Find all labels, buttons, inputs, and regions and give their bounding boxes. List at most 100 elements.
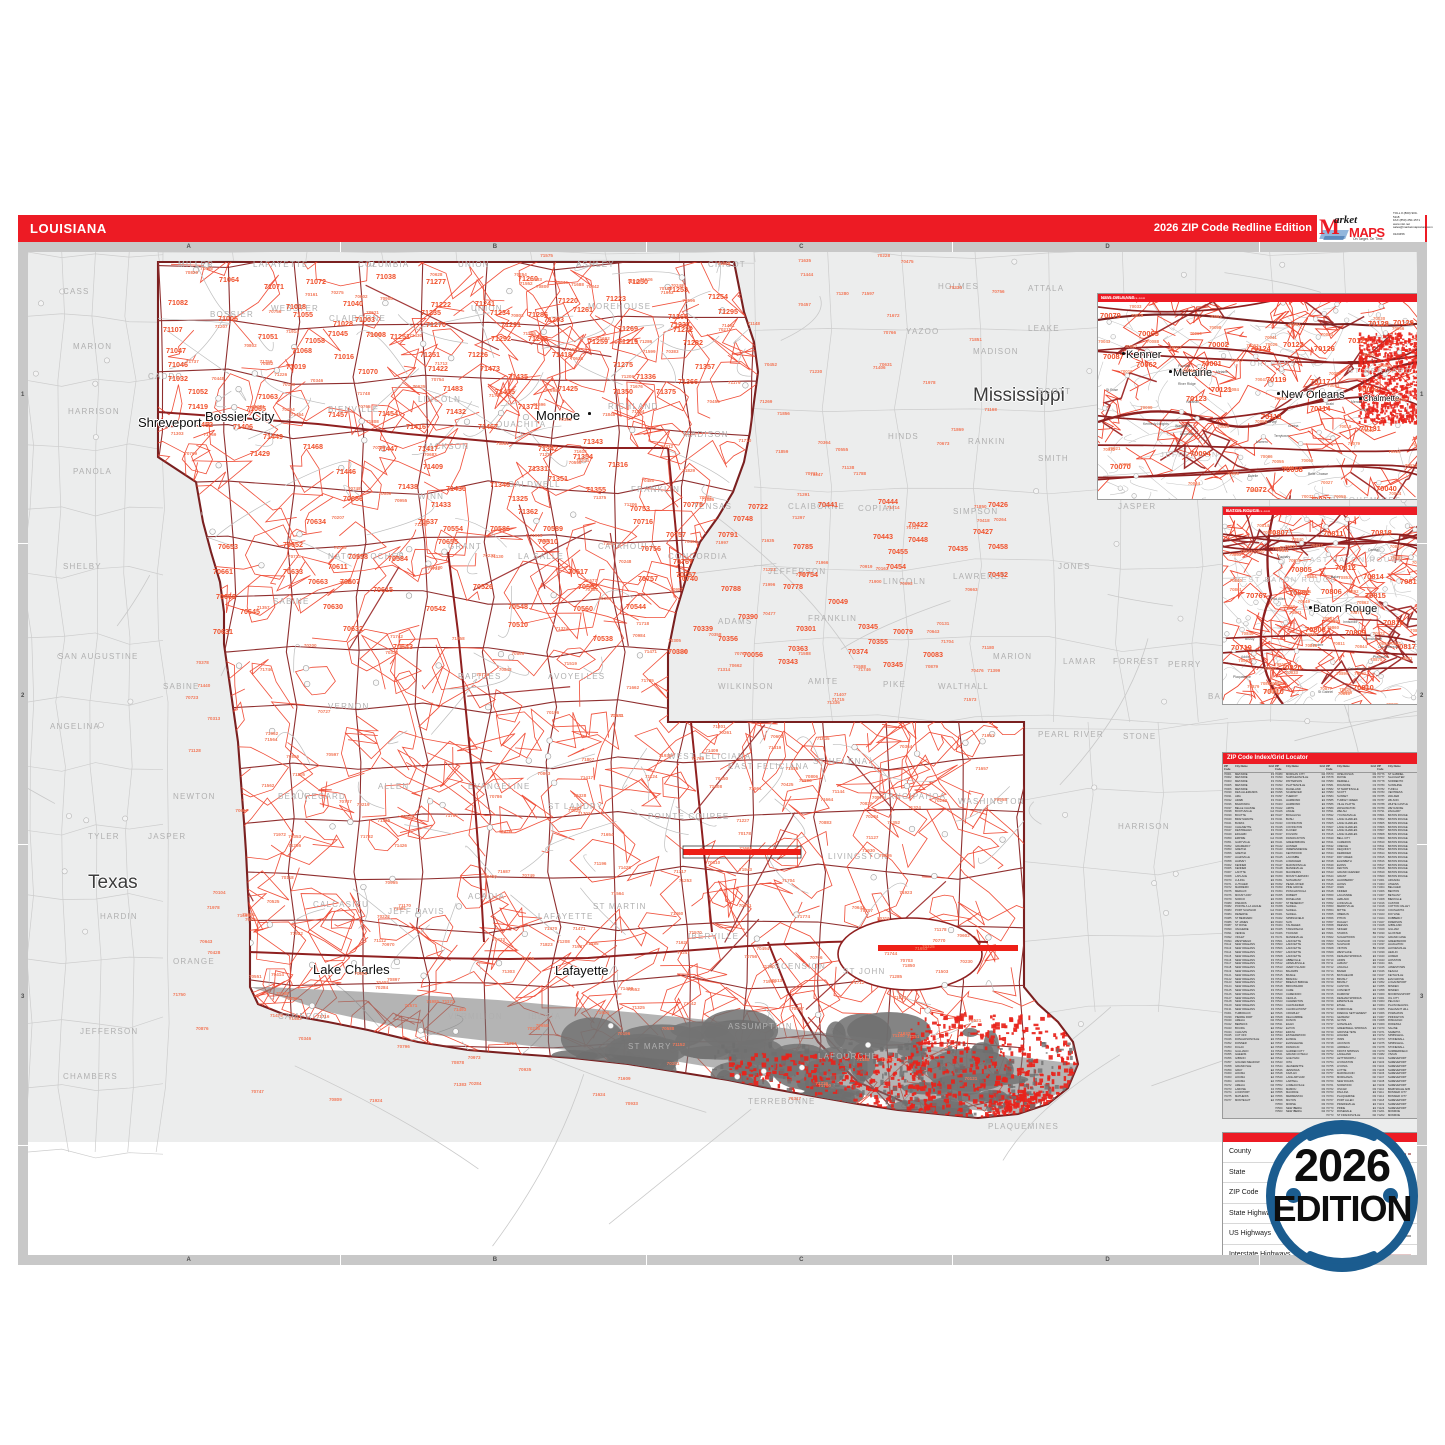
- index-panel-body[interactable]: ZIP Code City Name Grid 70001 METAIRIE F3 7000…: [1223, 764, 1417, 1118]
- index-row[interactable]: 70340 AMELIA D4: [1224, 1019, 1274, 1023]
- index-row[interactable]: 71078STONEWALLA2: [1377, 1046, 1417, 1050]
- index-row[interactable]: 70759 MORGANZA D2: [1326, 1076, 1376, 1080]
- index-row[interactable]: 70355 GHEENS E4: [1224, 1053, 1274, 1057]
- index-row[interactable]: 70433 COVINGTON F3: [1275, 822, 1325, 826]
- index-row[interactable]: 71004BELCHERA1: [1377, 886, 1417, 890]
- index-row[interactable]: 70640 FENTON C3: [1326, 867, 1376, 871]
- index-row[interactable]: 70762 OSCAR D3: [1326, 1088, 1376, 1092]
- index-row[interactable]: 71108SHREVEPORTA2: [1377, 1080, 1417, 1084]
- index-row[interactable]: 70053 GRETNA F3: [1224, 848, 1274, 852]
- index-row[interactable]: 70422 AMITE E2: [1275, 807, 1325, 811]
- index-row[interactable]: 70084 RESERVE E3: [1224, 913, 1274, 917]
- inset-map-new-orleans[interactable]: NEW ORLEANS www.marketmapsstore.com ORLE…: [1097, 293, 1417, 500]
- index-row[interactable]: 70451 NATALBANY E3: [1275, 879, 1325, 883]
- index-row[interactable]: 70532 ELTON C3: [1275, 1027, 1325, 1031]
- index-row[interactable]: 70720 BRUSLY E3: [1326, 981, 1376, 985]
- index-row[interactable]: 70037 BELLE CHASSE F3: [1224, 807, 1274, 811]
- index-row[interactable]: 70091 VENICE G4: [1224, 932, 1274, 936]
- index-row[interactable]: 70128 NEW ORLEANS F3: [1224, 1000, 1274, 1004]
- index-row[interactable]: 71073STONEWALLA2: [1377, 1038, 1417, 1042]
- index-row[interactable]: 70393 PLATTENVILLE E3: [1275, 784, 1325, 788]
- index-row[interactable]: 70638 ELIZABETH C3: [1326, 860, 1376, 864]
- index-row[interactable]: 70652 LONGVILLE C2: [1326, 902, 1376, 906]
- index-row[interactable]: 70463 SUN F2: [1275, 921, 1325, 925]
- index-row[interactable]: 70789WEYANOKED2: [1377, 807, 1417, 811]
- index-row[interactable]: 70050 EMPIRE G4: [1224, 837, 1274, 841]
- index-row[interactable]: 71006BENTONA1: [1377, 890, 1417, 894]
- index-row[interactable]: 71070SALINEB2: [1377, 1027, 1417, 1031]
- index-row[interactable]: 70065 KENNER F3: [1224, 867, 1274, 871]
- index-row[interactable]: 70563 NEW IBERIA D4: [1275, 1110, 1325, 1114]
- index-row[interactable]: 70552 LOREAUVILLE D3: [1275, 1084, 1325, 1088]
- index-row[interactable]: 70435 COVINGTON F3: [1275, 826, 1325, 830]
- index-row[interactable]: 70083 PORT SULPHUR G4: [1224, 909, 1274, 913]
- index-row[interactable]: 70525 CHURCH POINT D3: [1275, 1008, 1325, 1012]
- index-row[interactable]: 70523 CHARENTON D4: [1275, 1000, 1325, 1004]
- index-row[interactable]: 70342 BERWICK D4: [1224, 1023, 1274, 1027]
- index-row[interactable]: 70756 LOTTIE D3: [1326, 1069, 1376, 1073]
- index-row[interactable]: 70578 RAYNE D3: [1326, 776, 1376, 780]
- index-row[interactable]: 71106SHREVEPORTA2: [1377, 1072, 1417, 1076]
- index-row[interactable]: 70085 ST BERNARD F3: [1224, 917, 1274, 921]
- index-row[interactable]: 70611 LAKE CHARLES C3: [1326, 829, 1376, 833]
- index-row[interactable]: 70607 LAKE CHARLES C3: [1326, 826, 1376, 830]
- index-row[interactable]: 70116 NEW ORLEANS F3: [1224, 959, 1274, 963]
- index-row[interactable]: 70785WALKERE3: [1377, 795, 1417, 799]
- index-row[interactable]: 70734 GEISMAR E3: [1326, 1016, 1376, 1020]
- index-row[interactable]: 70080 PARADIS E3: [1224, 902, 1274, 906]
- index-row[interactable]: 70403 HAMMOND E3: [1275, 803, 1325, 807]
- index-row[interactable]: 71033GREENWOODA1: [1377, 940, 1417, 944]
- index-row[interactable]: 70645 HACKBERRY C4: [1326, 879, 1376, 883]
- index-row[interactable]: 70071 LUTCHER E3: [1224, 883, 1274, 887]
- index-row[interactable]: 70725 DARROW E3: [1326, 993, 1376, 997]
- index-row[interactable]: 70395 SCHRIEVER E4: [1275, 791, 1325, 795]
- index-row[interactable]: 70507 LAFAYETTE D3: [1275, 951, 1325, 955]
- index-row[interactable]: 70357 GOLDEN MEADOW F4: [1224, 1061, 1274, 1065]
- index-row[interactable]: 71105SHREVEPORTA2: [1377, 1069, 1417, 1073]
- index-row[interactable]: 70582 ST MARTINVILLE D3: [1326, 788, 1376, 792]
- index-row[interactable]: 70665 SULPHUR C3: [1326, 943, 1376, 947]
- index-row[interactable]: 70648 KINDER C3: [1326, 890, 1376, 894]
- index-row[interactable]: 70360 HOUMA E4: [1224, 1072, 1274, 1076]
- index-row[interactable]: 70646 HAYES C3: [1326, 883, 1376, 887]
- index-row[interactable]: 70541 GRAND COTEAU D3: [1275, 1053, 1325, 1057]
- index-row[interactable]: 70770 PRIDE E3: [1326, 1107, 1376, 1111]
- index-row[interactable]: 70051 GARYVILLE E3: [1224, 841, 1274, 845]
- index-row[interactable]: 70747 INNIS D2: [1326, 1038, 1376, 1042]
- index-row[interactable]: 70715 BATCHELOR D2: [1326, 974, 1376, 978]
- index-row[interactable]: 70356 GIBSON E4: [1224, 1057, 1274, 1061]
- index-row[interactable]: 71003ATHENSB1: [1377, 883, 1417, 887]
- index-row[interactable]: 70631 CAMERON C4: [1326, 841, 1376, 845]
- index-row[interactable]: 70374 LOCKPORT E4: [1224, 1091, 1274, 1095]
- index-row[interactable]: 70372 AMELIA D4: [1224, 1084, 1274, 1088]
- index-row[interactable]: 70533 ERATH D4: [1275, 1031, 1325, 1035]
- index-row[interactable]: 70390 NAPOLEONVILLE E3: [1275, 776, 1325, 780]
- index-row[interactable]: 70114 NEW ORLEANS F3: [1224, 951, 1274, 955]
- index-row[interactable]: 71030GLOSTERA2: [1377, 932, 1417, 936]
- index-row[interactable]: 70592 YOUNGSVILLE D3: [1326, 814, 1376, 818]
- index-row[interactable]: 70714 BAKER E3: [1326, 970, 1376, 974]
- index-row[interactable]: 71028GIBSLANDB1: [1377, 924, 1417, 928]
- index-row[interactable]: 70601 LAKE CHARLES C3: [1326, 818, 1376, 822]
- index-row[interactable]: 70113 NEW ORLEANS F3: [1224, 947, 1274, 951]
- index-row[interactable]: 70529 DUSON D3: [1275, 1019, 1325, 1023]
- index-row[interactable]: 71075SPRINGHILLB1: [1377, 1042, 1417, 1046]
- index-row[interactable]: 70058 HARVEY F3: [1224, 860, 1274, 864]
- index-row[interactable]: 70711 ALBANY E3: [1326, 962, 1376, 966]
- index-row[interactable]: 70669 WESTLAKE C3: [1326, 951, 1376, 955]
- index-row[interactable]: 70660 SINGER C2: [1326, 928, 1376, 932]
- index-row[interactable]: 70343 BOURG E4: [1224, 1027, 1274, 1031]
- index-row[interactable]: 70123 NEW ORLEANS F3: [1224, 981, 1274, 985]
- index-row[interactable]: 70363 HOUMA E4: [1224, 1076, 1274, 1080]
- index-row[interactable]: 70662 SUGARTOWN C2: [1326, 936, 1376, 940]
- index-row[interactable]: 70737 GONZALES E3: [1326, 1023, 1376, 1027]
- index-row[interactable]: 70558 MILTON D3: [1275, 1099, 1325, 1103]
- index-row[interactable]: 70455 ROBERT E3: [1275, 894, 1325, 898]
